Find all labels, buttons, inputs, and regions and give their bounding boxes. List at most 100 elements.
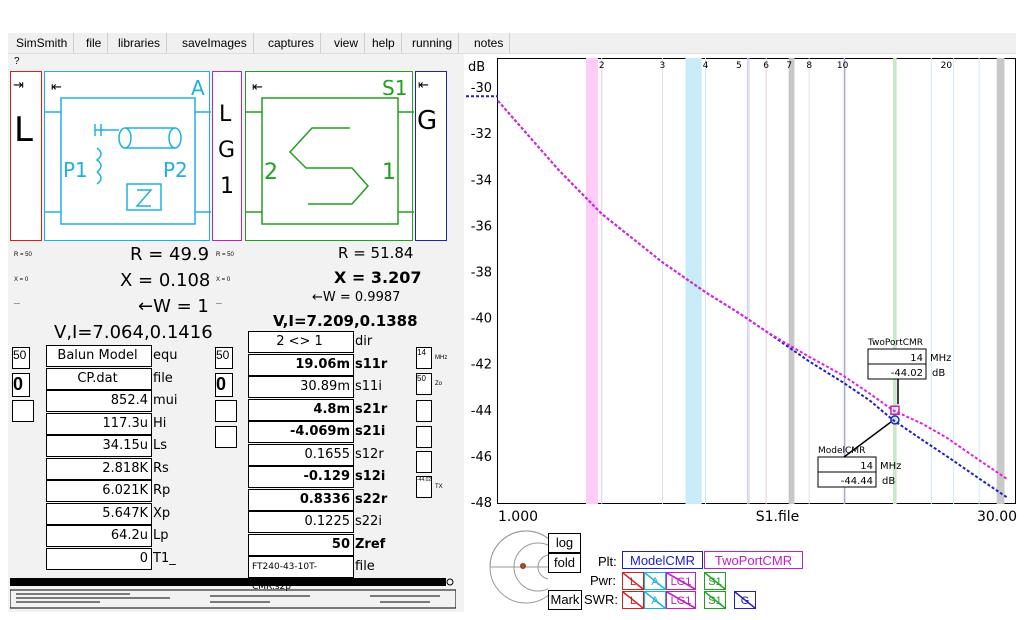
mark-button[interactable]: Mark — [548, 590, 582, 610]
arrow-left-icon: ⇤ — [418, 77, 429, 92]
balun-param-value[interactable]: Balun Model — [46, 345, 152, 367]
toggle-swr-0[interactable]: L — [622, 591, 644, 609]
legend-modelcmr[interactable]: ModelCMR — [622, 551, 703, 569]
plot-area[interactable] — [497, 58, 1016, 504]
s1-side-box-2[interactable] — [215, 426, 237, 448]
marker-twoport-label-freq-unit: MHz — [930, 353, 951, 364]
s1-param-value[interactable]: FT240-43-10T-CMR.s2p — [248, 556, 354, 592]
s1-param-value[interactable]: 19.06m — [248, 353, 354, 376]
x-tick-top: 4 — [703, 61, 709, 71]
s1-block[interactable]: ⇤ S1 2 1 — [245, 71, 414, 241]
menu-file[interactable]: file — [80, 33, 109, 53]
g-side-tx[interactable]: -44.02 — [416, 476, 432, 498]
help-mark[interactable]: ? — [14, 56, 20, 67]
menu-notes[interactable]: notes — [468, 33, 511, 53]
g-side-box-3[interactable] — [416, 400, 432, 422]
s1-side-top[interactable]: 50 — [215, 347, 233, 369]
toggle-swr-4[interactable]: G — [734, 591, 756, 609]
marker-model-label-unit: dB — [882, 476, 895, 487]
balun-name: A — [191, 76, 205, 100]
g-side-freq[interactable]: 14 — [416, 347, 432, 369]
menu-simsmith[interactable]: SimSmith — [10, 33, 75, 53]
balun-param-value[interactable]: 5.647K — [46, 502, 152, 525]
balun-param-value[interactable]: 852.4 — [46, 390, 152, 412]
g-side-tx-label: TX — [435, 484, 443, 490]
toggle-pwr-2[interactable]: LG1 — [666, 572, 696, 590]
resistance-left: R = 49.9 — [130, 244, 210, 265]
balun-param-value[interactable]: 2.818K — [46, 457, 152, 480]
menu-running[interactable]: running — [406, 33, 460, 53]
s1-param-label: s12r — [355, 446, 384, 462]
menu-help[interactable]: help — [366, 33, 402, 53]
s1-side-zero[interactable]: 0 — [215, 373, 233, 397]
marker-twoport-label-title: TwoPortCMR — [867, 338, 923, 348]
arrow-right-icon: ⇥ — [13, 77, 24, 92]
marker-model-label-value: -44.44 — [841, 476, 873, 487]
s1-param-value[interactable]: 50 — [248, 533, 354, 556]
s1-param-value[interactable]: 2 <> 1 — [248, 331, 354, 353]
reactance-left: X = 0.108 — [120, 270, 211, 291]
s1-param-value[interactable]: 0.1655 — [248, 443, 354, 466]
lg1-1: 1 — [220, 174, 234, 199]
marker-twoport[interactable] — [890, 405, 900, 416]
arrow-left-icon: ⇤ — [51, 79, 62, 94]
s1-param-value[interactable]: 30.89m — [248, 376, 354, 398]
lg1-block[interactable]: L G 1 — [212, 71, 242, 241]
balun-param-value[interactable]: 34.15u — [46, 435, 152, 457]
toggle-swr-3[interactable]: S1 — [704, 591, 726, 609]
fold-button[interactable]: fold — [548, 553, 581, 573]
g-side-zo[interactable]: 50 — [416, 373, 432, 395]
menu-libraries[interactable]: libraries — [112, 33, 168, 53]
band-3 — [892, 58, 897, 504]
s1-param-value[interactable]: -0.129 — [248, 466, 354, 488]
marker-model-label-freq: 14 — [860, 461, 873, 472]
balun-side-box[interactable] — [12, 400, 34, 422]
s1-port2-label: 2 — [264, 160, 278, 185]
y-tick-label: -36 — [471, 219, 492, 234]
tiny-r-left: R = 50 — [14, 252, 32, 258]
toggle-pwr-0[interactable]: L — [622, 572, 644, 590]
menu-saveimages[interactable]: saveImages — [176, 33, 254, 53]
load-block[interactable]: ⇥ L — [10, 71, 42, 241]
y-tick-label: -38 — [471, 265, 492, 280]
g-side-box-5[interactable] — [416, 451, 432, 473]
toggle-pwr-1[interactable]: A — [644, 572, 666, 590]
balun-param-value[interactable]: 64.2u — [46, 525, 152, 547]
s1-param-label: s11r — [355, 356, 388, 372]
marker-twoport-label-val-box[interactable] — [867, 363, 927, 380]
balun-param-value[interactable]: 6.021K — [46, 480, 152, 502]
balun-param-value[interactable]: CP.dat — [46, 367, 152, 390]
smith-chart[interactable] — [470, 526, 548, 608]
balun-param-value[interactable]: 117.3u — [46, 412, 152, 435]
marker-model-label-title: ModelCMR — [818, 446, 865, 456]
s1-schematic — [246, 97, 414, 225]
legend-twoportcmr[interactable]: TwoPortCMR — [704, 551, 803, 569]
s1-param-label: Zref — [355, 536, 386, 552]
balun-block[interactable]: ⇤ A P1 P2 — [44, 71, 211, 241]
power-left: ←W = 1 — [138, 296, 209, 317]
y-tick-label: -46 — [471, 450, 492, 465]
balun-param-value[interactable]: 0 — [46, 547, 152, 570]
log-button[interactable]: log — [548, 533, 581, 553]
marker-model-label-val-box[interactable] — [817, 471, 877, 488]
band-4 — [996, 58, 1005, 504]
s1-param-value[interactable]: 4.8m — [248, 398, 354, 421]
y-tick-label: -42 — [471, 358, 492, 373]
balun-side-zero[interactable]: 0 — [12, 373, 30, 397]
s1-side-box-1[interactable] — [215, 400, 237, 422]
toggle-swr-2[interactable]: LG1 — [666, 591, 696, 609]
marker-model[interactable] — [890, 415, 900, 425]
s1-param-value[interactable]: -4.069m — [248, 421, 354, 443]
g-side-box-4[interactable] — [416, 426, 432, 448]
tiny-x-left: X = 0 — [14, 277, 29, 283]
balun-side-top[interactable]: 50 — [12, 347, 30, 369]
generator-block[interactable]: ⇤ G — [415, 71, 447, 241]
menu-captures[interactable]: captures — [262, 33, 322, 53]
series-TwoPortCMR — [497, 100, 1008, 480]
toggle-pwr-3[interactable]: S1 — [704, 572, 726, 590]
s1-param-value[interactable]: 0.8336 — [248, 488, 354, 511]
s1-param-value[interactable]: 0.1225 — [248, 511, 354, 533]
menu-view[interactable]: view — [328, 33, 366, 53]
toggle-swr-1[interactable]: A — [644, 591, 666, 609]
y-tick-label: -44 — [471, 404, 492, 419]
